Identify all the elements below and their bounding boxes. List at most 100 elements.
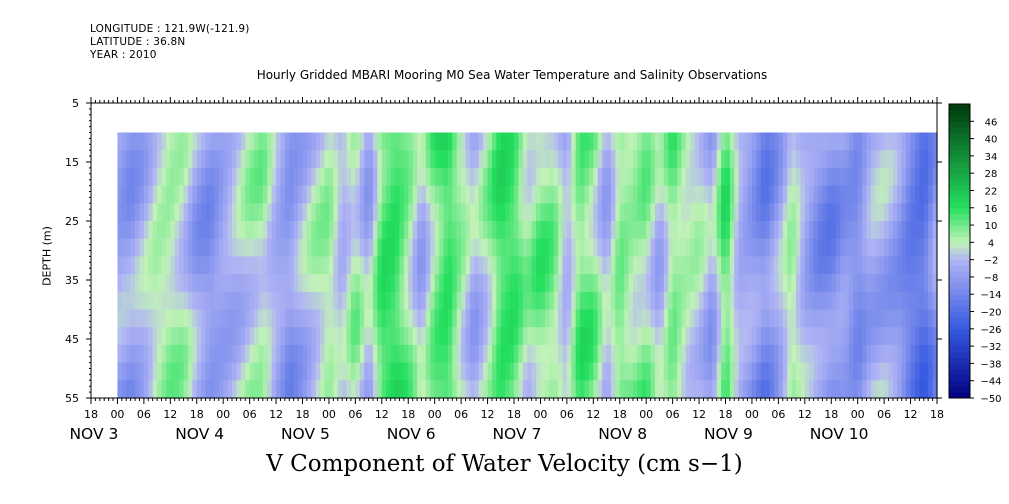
heatmap-cell xyxy=(289,238,295,257)
heatmap-cell xyxy=(602,344,608,364)
heatmap-cell xyxy=(390,344,396,364)
heatmap-cell xyxy=(602,185,608,204)
heatmap-cell xyxy=(659,362,665,381)
heatmap-cell xyxy=(469,309,475,328)
heatmap-cell xyxy=(161,274,167,293)
heatmap-cell xyxy=(897,221,903,240)
heatmap-cell xyxy=(571,362,577,381)
heatmap-cell xyxy=(699,238,705,257)
heatmap-cell xyxy=(809,185,815,204)
heatmap-cell xyxy=(738,309,744,328)
heatmap-cell xyxy=(240,132,246,151)
heatmap-cell xyxy=(364,221,370,240)
heatmap-cell xyxy=(487,309,493,328)
heatmap-cell xyxy=(826,150,832,169)
heatmap-cell xyxy=(848,167,854,187)
heatmap-cell xyxy=(835,132,841,151)
heatmap-cell xyxy=(390,167,396,187)
heatmap-cell xyxy=(333,291,339,311)
heatmap-cell xyxy=(342,238,348,257)
heatmap-cell xyxy=(403,238,409,257)
heatmap-cell xyxy=(932,203,938,222)
heatmap-cell xyxy=(562,327,568,346)
heatmap-cell xyxy=(615,256,621,275)
heatmap-cell xyxy=(615,203,621,222)
heatmap-cell xyxy=(130,221,136,240)
heatmap-cell xyxy=(514,203,520,222)
heatmap-cell xyxy=(289,380,295,399)
heatmap-cell xyxy=(791,238,797,257)
heatmap-cell xyxy=(531,362,537,381)
heatmap-cell xyxy=(456,291,462,311)
colorbar-label: 40 xyxy=(985,135,998,146)
heatmap-cell xyxy=(315,256,321,275)
heatmap-cell xyxy=(818,167,824,187)
heatmap-cell xyxy=(518,380,524,399)
heatmap-cell xyxy=(439,221,445,240)
heatmap-cell xyxy=(254,185,260,204)
heatmap-cell xyxy=(580,221,586,240)
x-hour-label: 00 xyxy=(745,408,759,421)
heatmap-cell xyxy=(126,238,132,257)
heatmap-cell xyxy=(434,221,440,240)
heatmap-cell xyxy=(439,380,445,399)
heatmap-cell xyxy=(491,380,497,399)
heatmap-cell xyxy=(707,185,713,204)
heatmap-cell xyxy=(751,203,757,222)
heatmap-cell xyxy=(333,309,339,328)
heatmap-cell xyxy=(183,203,189,222)
heatmap-cell xyxy=(707,309,713,328)
heatmap-cell xyxy=(465,221,471,240)
heatmap-cell xyxy=(390,185,396,204)
heatmap-cell xyxy=(637,344,643,364)
heatmap-cell xyxy=(659,380,665,399)
heatmap-cell xyxy=(575,150,581,169)
heatmap-cell xyxy=(703,274,709,293)
heatmap-cell xyxy=(857,150,863,169)
heatmap-cell xyxy=(813,185,819,204)
heatmap-cell xyxy=(315,221,321,240)
heatmap-cell xyxy=(668,238,674,257)
heatmap-cell xyxy=(663,238,669,257)
heatmap-cell xyxy=(258,238,264,257)
heatmap-cell xyxy=(359,362,365,381)
heatmap-cell xyxy=(597,185,603,204)
heatmap-cell xyxy=(835,291,841,311)
heatmap-cell xyxy=(584,221,590,240)
heatmap-cell xyxy=(469,238,475,257)
heatmap-cell xyxy=(897,256,903,275)
heatmap-cell xyxy=(729,380,735,399)
heatmap-cell xyxy=(553,185,559,204)
heatmap-cell xyxy=(355,203,361,222)
heatmap-cell xyxy=(218,167,224,187)
heatmap-cell xyxy=(544,362,550,381)
heatmap-cell xyxy=(663,203,669,222)
heatmap-cell xyxy=(919,274,925,293)
colorbar-segment xyxy=(949,282,970,289)
heatmap-cell xyxy=(487,203,493,222)
heatmap-cell xyxy=(417,238,423,257)
heatmap-cell xyxy=(813,132,819,151)
heatmap-cell xyxy=(544,185,550,204)
heatmap-cell xyxy=(531,167,537,187)
heatmap-cell xyxy=(267,203,273,222)
heatmap-cell xyxy=(914,274,920,293)
heatmap-cell xyxy=(694,167,700,187)
heatmap-cell xyxy=(174,380,180,399)
heatmap-cell xyxy=(276,221,282,240)
heatmap-cell xyxy=(130,203,136,222)
heatmap-cell xyxy=(276,203,282,222)
x-day-label: NOV 7 xyxy=(492,425,541,443)
heatmap-cell xyxy=(377,291,383,311)
heatmap-cell xyxy=(139,344,145,364)
heatmap-cell xyxy=(879,221,885,240)
heatmap-cell xyxy=(170,238,176,257)
heatmap-cell xyxy=(403,167,409,187)
heatmap-cell xyxy=(368,238,374,257)
heatmap-cell xyxy=(505,238,511,257)
heatmap-cell xyxy=(575,167,581,187)
heatmap-cell xyxy=(381,256,387,275)
heatmap-cell xyxy=(619,150,625,169)
heatmap-cell xyxy=(408,238,414,257)
heatmap-cell xyxy=(245,327,251,346)
